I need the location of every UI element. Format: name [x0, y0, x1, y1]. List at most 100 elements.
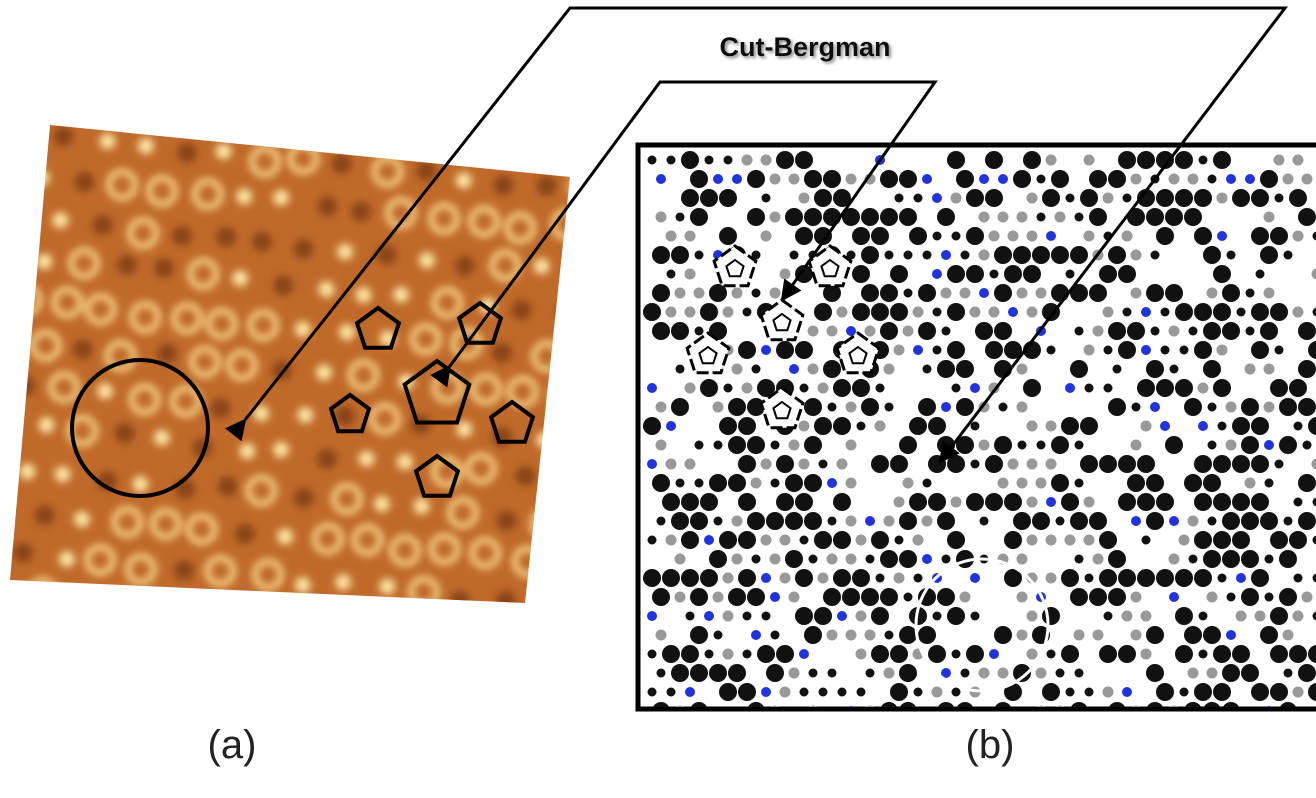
atom-large	[1165, 284, 1183, 302]
atom-small	[1113, 365, 1122, 374]
atom-gray	[1093, 630, 1104, 641]
atom-gray	[1065, 535, 1076, 546]
atom-gray	[799, 459, 810, 470]
atom-large	[1023, 265, 1041, 283]
atom-blue	[970, 383, 980, 393]
atom-large	[1061, 645, 1079, 663]
atom-gray	[979, 440, 990, 451]
atom-large	[871, 455, 889, 473]
atom-blue	[979, 174, 989, 184]
atom-small	[904, 593, 913, 602]
atom-large	[1099, 569, 1117, 587]
atom-gray	[1084, 497, 1095, 508]
atom-small	[1275, 460, 1284, 469]
stm-dark	[455, 256, 475, 276]
atom-gray	[1017, 288, 1028, 299]
atom-small	[1275, 194, 1284, 203]
atom-large	[947, 607, 965, 625]
atom-large	[1146, 208, 1164, 226]
stm-dot	[132, 476, 148, 492]
atom-large	[814, 303, 832, 321]
atom-small	[828, 517, 837, 526]
atom-large	[994, 246, 1012, 264]
atom-gray	[1141, 611, 1152, 622]
atom-gray	[666, 231, 677, 242]
atom-small	[885, 631, 894, 640]
atom-large	[1241, 398, 1259, 416]
atom-small	[1275, 346, 1284, 355]
atom-blue	[998, 174, 1008, 184]
atom-gray	[894, 573, 905, 584]
stm-dot	[374, 496, 390, 512]
atom-gray	[1017, 212, 1028, 223]
atom-large	[909, 417, 927, 435]
atom-large	[795, 341, 813, 359]
atom-small	[1066, 688, 1075, 697]
atom-large	[947, 151, 965, 169]
atom-gray	[770, 288, 781, 299]
atom-gray	[723, 649, 734, 660]
atom-large	[1213, 645, 1231, 663]
stm-dark	[15, 376, 35, 396]
atom-large	[1298, 664, 1316, 682]
atom-large	[985, 341, 1003, 359]
atom-gray	[846, 630, 857, 641]
atom-large	[719, 531, 737, 549]
atom-large	[1032, 512, 1050, 530]
atom-large	[671, 398, 689, 416]
atom-large	[1298, 208, 1316, 226]
atom-small	[1284, 669, 1293, 678]
atom-small	[1047, 346, 1056, 355]
stm-ring	[533, 511, 559, 537]
atom-large	[1222, 512, 1240, 530]
atom-small	[743, 612, 752, 621]
atom-large	[1051, 284, 1069, 302]
atom-blue	[1131, 516, 1141, 526]
atom-small	[1294, 498, 1303, 507]
atom-large	[899, 550, 917, 568]
atom-large	[1298, 512, 1316, 530]
atom-large	[956, 360, 974, 378]
atom-large	[947, 455, 965, 473]
atom-gray	[656, 402, 667, 413]
atom-small	[676, 213, 685, 222]
atom-gray	[1084, 345, 1095, 356]
atom-large	[1241, 512, 1259, 530]
atom-small	[952, 688, 961, 697]
atom-large	[966, 265, 984, 283]
atom-large	[861, 588, 879, 606]
atom-large	[1013, 512, 1031, 530]
atom-large	[1213, 379, 1231, 397]
atom-gray	[1207, 592, 1218, 603]
atom-gray	[1027, 421, 1038, 432]
stm-dark	[511, 300, 531, 320]
stm-dark	[496, 591, 516, 611]
atom-large	[652, 588, 670, 606]
stm-dark	[157, 344, 177, 364]
atom-large	[833, 379, 851, 397]
atom-gray	[799, 193, 810, 204]
atom-large	[1156, 227, 1174, 245]
atom-blue	[989, 649, 999, 659]
atom-gray	[1103, 193, 1114, 204]
atom-blue	[1065, 383, 1075, 393]
atom-gray	[1046, 459, 1057, 470]
stm-ring	[354, 612, 380, 638]
atom-gray	[675, 592, 686, 603]
atom-gray	[656, 440, 667, 451]
atom-large	[728, 664, 746, 682]
atom-small	[676, 365, 685, 374]
atom-small	[752, 555, 761, 564]
atom-gray	[979, 212, 990, 223]
atom-small	[971, 422, 980, 431]
atom-gray	[1245, 478, 1256, 489]
atom-gray	[685, 231, 696, 242]
atom-large	[795, 569, 813, 587]
atom-large	[1146, 664, 1164, 682]
atom-gray	[979, 250, 990, 261]
atom-large	[918, 398, 936, 416]
atom-small	[695, 479, 704, 488]
atom-gray	[1055, 212, 1066, 223]
atom-large	[1004, 531, 1022, 549]
atom-gray	[1027, 611, 1038, 622]
